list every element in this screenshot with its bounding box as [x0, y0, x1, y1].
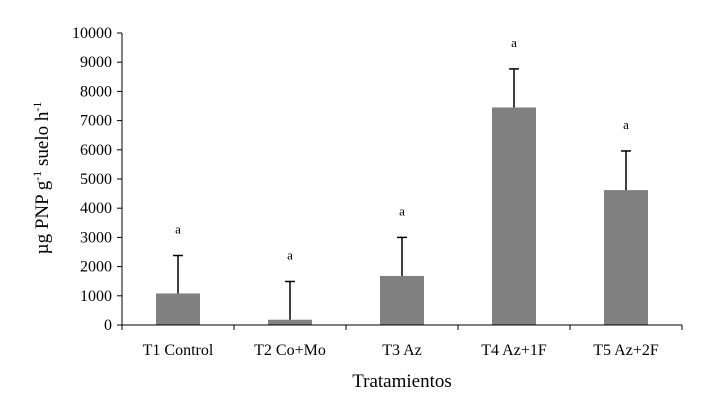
- y-axis-title-prefix: µg PNP g: [32, 180, 53, 254]
- x-axis-title: Tratamientos: [352, 371, 452, 392]
- y-axis-ticks: 0 1000 2000 3000 4000 5000 6000 7000 8000 9000 100…: [72, 25, 683, 334]
- y-tick-label: 7000: [80, 113, 112, 130]
- y-axis-title-middle: suelo h: [32, 111, 53, 171]
- significance-letter: a: [399, 203, 405, 218]
- bars: [156, 107, 648, 326]
- error-bars: [173, 68, 631, 320]
- y-tick-label: 0: [104, 317, 112, 334]
- significance-letter: a: [511, 35, 517, 50]
- x-category-label: T1 Control: [143, 342, 214, 359]
- x-category-label: T3 Az: [382, 342, 422, 359]
- significance-letter: a: [623, 117, 629, 132]
- y-tick-label: 5000: [80, 171, 112, 188]
- y-tick-label: 4000: [80, 200, 112, 217]
- significance-labels: a a a a a: [175, 35, 629, 263]
- significance-letter: a: [175, 222, 181, 237]
- y-tick-label: 9000: [80, 54, 112, 71]
- y-tick-label: 10000: [72, 25, 112, 42]
- bar: [156, 293, 200, 325]
- bar: [604, 190, 648, 325]
- y-axis-title-sup1: -1: [30, 171, 44, 181]
- x-category-label: T5 Az+2F: [593, 342, 659, 359]
- x-category-label: T4 Az+1F: [481, 342, 547, 359]
- y-tick-label: 2000: [80, 259, 112, 276]
- y-tick-label: 6000: [80, 142, 112, 159]
- y-tick-label: 3000: [80, 229, 112, 246]
- bar: [492, 107, 536, 326]
- x-category-label: T2 Co+Mo: [254, 342, 326, 359]
- y-tick-label: 1000: [80, 288, 112, 305]
- x-axis-category-labels: T1 Control T2 Co+Mo T3 Az T4 Az+1F T5 Az+2F: [143, 342, 659, 359]
- y-axis-title-sup2: -1: [30, 102, 44, 112]
- y-tick-label: 8000: [80, 83, 112, 100]
- y-axis-title: µg PNP g-1 suelo h-1: [30, 102, 53, 255]
- bar: [268, 319, 312, 325]
- significance-letter: a: [287, 247, 293, 262]
- bar: [380, 275, 424, 325]
